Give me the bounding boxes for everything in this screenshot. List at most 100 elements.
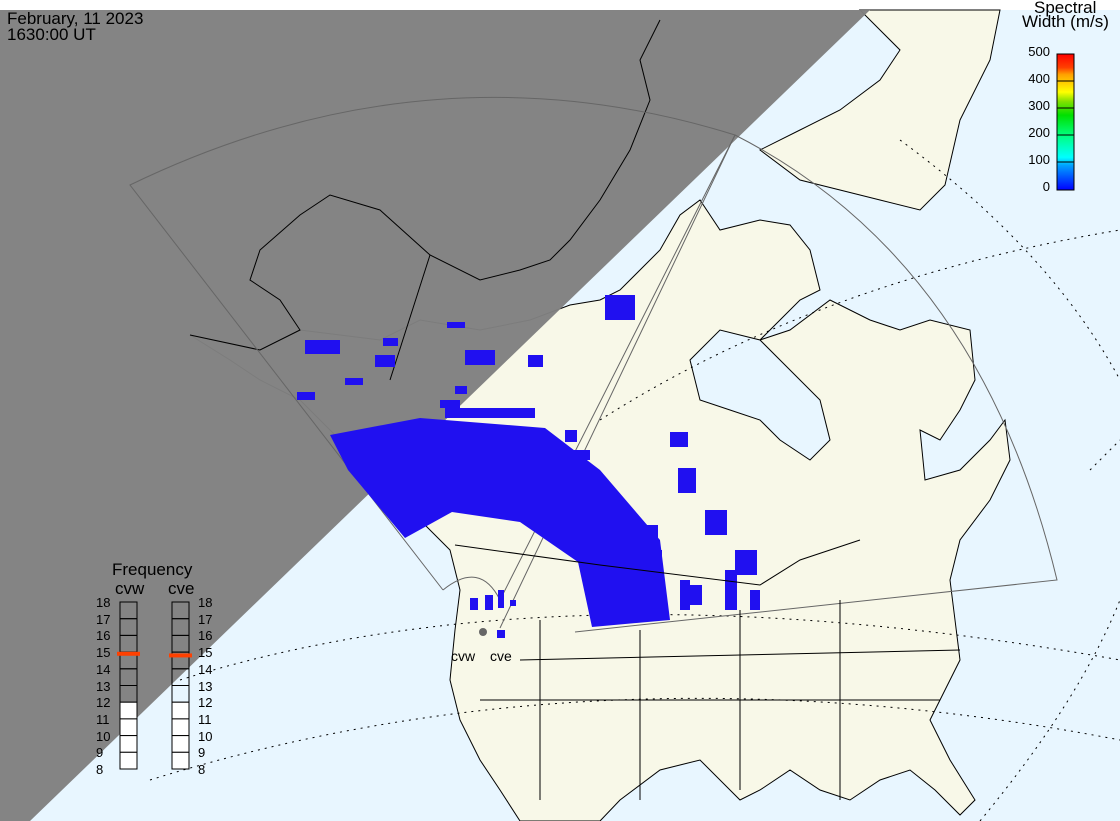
frequency-cell bbox=[171, 634, 190, 653]
scatter-cell bbox=[565, 430, 577, 442]
alaska-border bbox=[389, 254, 431, 381]
scatter-cell bbox=[497, 630, 505, 638]
frequency-cell bbox=[119, 618, 138, 636]
frequency-tick-right: 10 bbox=[198, 728, 213, 744]
frequency-cell bbox=[171, 718, 190, 737]
scatter-cell bbox=[705, 510, 727, 535]
scatter-cell bbox=[680, 580, 690, 610]
frequency-tick-left: 11 bbox=[96, 711, 110, 727]
frequency-cell bbox=[119, 735, 138, 753]
frequency-cell bbox=[119, 751, 138, 770]
scatter-cell bbox=[640, 525, 658, 545]
scatter-cells bbox=[297, 295, 760, 638]
scatter-cell bbox=[305, 340, 340, 354]
frequency-tick-right: 8 bbox=[198, 762, 206, 777]
radar-fields-of-view bbox=[129, 96, 1058, 633]
colorbar-tick: 0 bbox=[1042, 179, 1050, 194]
site-label-cve: cve bbox=[490, 648, 512, 664]
frequency-tick-right: 16 bbox=[198, 628, 213, 644]
border-lines bbox=[454, 539, 961, 800]
scatter-cell bbox=[605, 295, 635, 320]
date-label: February, 11 2023 bbox=[7, 9, 144, 28]
frequency-tick-left: 12 bbox=[96, 695, 111, 711]
scatter-cell bbox=[447, 322, 465, 328]
frequency-cell bbox=[171, 601, 190, 620]
scatter-cell bbox=[297, 392, 315, 400]
scatter-cell bbox=[485, 595, 493, 610]
frequency-tick-right: 12 bbox=[198, 695, 213, 711]
frequency-marker-cvw bbox=[117, 651, 140, 656]
radar-name-cve: cve bbox=[168, 579, 195, 598]
frequency-panel bbox=[117, 601, 192, 770]
frequency-cell bbox=[171, 735, 190, 753]
hudson-bay bbox=[689, 329, 831, 461]
scatter-cell bbox=[510, 600, 516, 606]
frequency-tick-left: 17 bbox=[96, 611, 111, 627]
scatter-cell bbox=[600, 490, 615, 502]
colorbar-tick: 200 bbox=[1028, 125, 1050, 140]
frequency-cell bbox=[119, 668, 138, 686]
frequency-tick-left: 16 bbox=[96, 628, 111, 644]
colorbar bbox=[1056, 53, 1075, 191]
colorbar-tick: 100 bbox=[1028, 152, 1050, 167]
scatter-cell bbox=[565, 450, 590, 460]
scatter-cell bbox=[735, 550, 757, 575]
frequency-tick-left: 14 bbox=[96, 661, 111, 677]
colorbar-tick: 400 bbox=[1028, 71, 1050, 86]
scatter-cell bbox=[725, 570, 737, 610]
scatter-cell bbox=[440, 400, 460, 408]
scatter-cell bbox=[690, 585, 702, 605]
radar-site-marker bbox=[479, 628, 487, 636]
frequency-tick-left: 15 bbox=[96, 645, 111, 661]
frequency-marker-cve bbox=[169, 653, 192, 658]
colorbar-tick: 300 bbox=[1028, 98, 1050, 113]
frequency-cell bbox=[119, 718, 138, 737]
scatter-cell bbox=[455, 386, 467, 394]
frequency-tick-right: 18 bbox=[198, 595, 213, 610]
radar-name-cvw: cvw bbox=[115, 579, 145, 598]
scatter-cell bbox=[345, 378, 363, 385]
night-terminator-shading bbox=[0, 10, 870, 821]
frequency-cell bbox=[171, 618, 190, 636]
colorbar-title-line2: Width (m/s) bbox=[1022, 12, 1109, 31]
frequency-cell bbox=[171, 668, 190, 686]
scatter-cell bbox=[750, 590, 760, 610]
scatter-cell bbox=[465, 350, 495, 365]
frequency-tick-right: 17 bbox=[198, 611, 213, 627]
frequency-cell bbox=[171, 751, 190, 770]
frequency-tick-right: 15 bbox=[198, 645, 213, 661]
frequency-cell bbox=[171, 685, 190, 703]
frequency-tick-left: 13 bbox=[96, 678, 111, 694]
frequency-tick-right: 13 bbox=[198, 678, 213, 694]
frequency-tick-right: 11 bbox=[198, 711, 212, 727]
cvw-fov bbox=[129, 96, 736, 601]
frequency-cell bbox=[119, 685, 138, 703]
frequency-tick-left: 9 bbox=[96, 745, 104, 761]
frequency-cell bbox=[119, 634, 138, 653]
scatter-cell bbox=[498, 590, 504, 608]
scatter-cell bbox=[375, 355, 395, 367]
colorbar-tick: 500 bbox=[1028, 44, 1050, 59]
scatter-cell bbox=[470, 598, 478, 610]
scatter-cell bbox=[650, 550, 662, 580]
frequency-tick-left: 18 bbox=[96, 595, 111, 610]
frequency-cell bbox=[171, 701, 190, 720]
frequency-cell bbox=[119, 701, 138, 720]
scatter-band bbox=[330, 418, 670, 627]
frequency-tick-right: 9 bbox=[198, 745, 206, 761]
site-label-cvw: cvw bbox=[451, 648, 476, 664]
scatter-cell bbox=[678, 468, 696, 493]
scatter-cell bbox=[383, 338, 398, 346]
scatter-cell bbox=[670, 432, 688, 447]
time-label: 1630:00 UT bbox=[7, 25, 96, 44]
frequency-title: Frequency bbox=[112, 560, 193, 579]
cve-fov bbox=[499, 134, 1058, 633]
frequency-tick-left: 8 bbox=[96, 762, 104, 777]
graticule bbox=[149, 139, 1120, 821]
frequency-tick-right: 14 bbox=[198, 661, 213, 677]
frequency-cell bbox=[119, 601, 138, 620]
frequency-tick-left: 10 bbox=[96, 728, 111, 744]
colorbar-title-line1: Spectral bbox=[1034, 0, 1097, 17]
